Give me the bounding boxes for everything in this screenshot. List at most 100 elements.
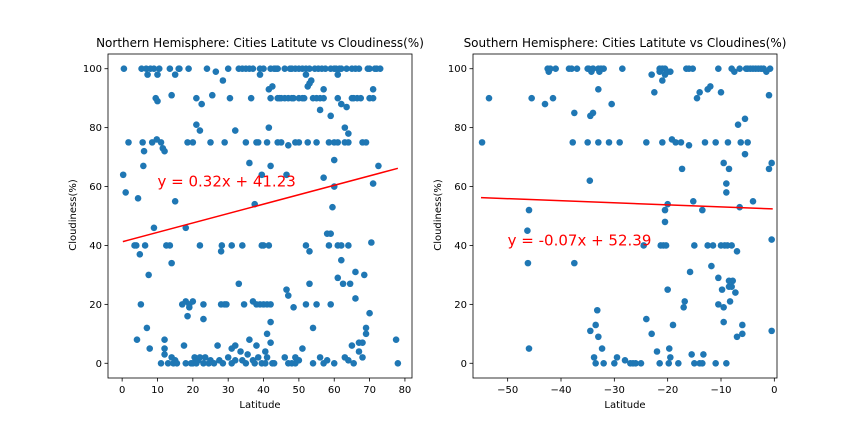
- chart-southern-point: [720, 304, 727, 311]
- chart-southern-point: [732, 289, 739, 296]
- chart-southern-point: [768, 327, 775, 335]
- chart-southern-point: [524, 259, 532, 267]
- chart-southern-point: [768, 159, 775, 167]
- chart-southern-point: [589, 65, 597, 73]
- chart-northern-point: [341, 124, 349, 131]
- chart-northern-point: [295, 139, 303, 146]
- chart-northern-point: [141, 242, 149, 249]
- chart-northern-point: [180, 342, 188, 349]
- chart-northern-point: [200, 301, 207, 308]
- chart-northern-point: [334, 139, 342, 146]
- chart-southern-point: [739, 330, 746, 338]
- chart-northern-y-tick-label: 40: [89, 241, 102, 252]
- chart-southern-title: Southern Hemisphere: Cities Latitute vs …: [464, 36, 787, 50]
- chart-southern-point: [621, 357, 629, 364]
- chart-northern-point: [166, 65, 174, 73]
- chart-northern-point: [323, 357, 331, 364]
- chart-southern-point: [739, 321, 746, 329]
- chart-northern-point: [140, 162, 147, 170]
- chart-northern-point: [352, 295, 359, 302]
- chart-northern-point: [366, 65, 373, 73]
- chart-northern-point: [348, 342, 356, 349]
- chart-southern-point: [718, 286, 726, 293]
- chart-southern-point: [549, 94, 557, 102]
- chart-northern-point: [217, 248, 225, 255]
- chart-southern-x-tick-label: 0: [771, 385, 777, 396]
- chart-southern-point: [659, 77, 666, 84]
- chart-southern-point: [720, 318, 727, 326]
- chart-southern-point: [600, 359, 607, 367]
- chart-northern-point: [231, 357, 239, 364]
- chart-southern-x-tick-label: −20: [657, 385, 678, 396]
- chart-southern-y-tick-label: 20: [454, 300, 467, 311]
- chart-northern-point: [218, 242, 226, 249]
- chart-southern-plot-frame: [472, 53, 778, 379]
- chart-northern-point: [302, 71, 310, 78]
- chart-northern-point: [223, 301, 230, 308]
- chart-northern: Northern Hemisphere: Cities Latitute vs …: [68, 36, 424, 411]
- chart-northern-point: [345, 130, 352, 137]
- chart-southern-point: [733, 333, 741, 341]
- chart-northern-point: [267, 318, 274, 326]
- chart-southern-point: [524, 227, 531, 235]
- chart-southern-plot-area: −50 −40 −30 −20 −10 0 0 20 40 60 80 100 y = -0.07x +…: [448, 53, 778, 396]
- chart-southern-point: [765, 165, 773, 173]
- chart-southern-point: [724, 139, 732, 146]
- chart-northern-point: [307, 77, 315, 84]
- chart-northern-point: [171, 197, 179, 205]
- chart-northern-point: [244, 351, 251, 358]
- chart-northern-point: [369, 94, 377, 102]
- chart-southern-point: [661, 218, 669, 226]
- chart-northern-regression-equation: y = 0.32x + 41.23: [157, 173, 295, 191]
- chart-northern-point: [140, 147, 148, 155]
- chart-northern-point: [394, 359, 402, 367]
- chart-northern-point: [189, 298, 197, 305]
- chart-northern-plot-area: 0 10 20 30 40 50 60 70 80 0 20 40 60 80 100 y = 0.32x +…: [83, 53, 413, 396]
- chart-northern-point: [376, 65, 384, 73]
- chart-northern-point: [246, 159, 253, 167]
- chart-northern-point: [198, 100, 205, 108]
- chart-northern-point: [284, 292, 292, 299]
- chart-southern-point: [595, 139, 602, 146]
- chart-northern-point: [295, 357, 303, 364]
- chart-northern-point: [329, 203, 336, 211]
- chart-northern-point: [221, 139, 228, 146]
- chart-northern-point: [350, 359, 357, 367]
- chart-northern-point: [345, 242, 352, 249]
- chart-northern-point: [208, 91, 216, 99]
- chart-northern-point: [260, 65, 267, 73]
- chart-northern-point: [263, 139, 271, 146]
- chart-southern-xlabel: Latitude: [604, 400, 645, 411]
- chart-northern-point: [355, 348, 363, 355]
- chart-northern-point: [369, 86, 377, 93]
- chart-southern-point: [685, 142, 693, 149]
- chart-northern-point: [352, 268, 359, 276]
- chart-northern-point: [343, 103, 350, 111]
- chart-southern-point: [725, 165, 733, 173]
- chart-southern-point: [600, 65, 607, 73]
- chart-southern-point: [595, 86, 602, 93]
- chart-southern-point: [675, 359, 682, 367]
- chart-northern-point: [265, 124, 273, 131]
- chart-southern-point: [689, 65, 697, 73]
- chart-southern-point: [672, 139, 679, 146]
- chart-southern-point: [665, 345, 673, 352]
- chart-northern-point: [226, 94, 234, 102]
- chart-northern-y-tick-label: 20: [89, 300, 102, 311]
- chart-southern-point: [637, 359, 645, 367]
- chart-northern-point: [168, 259, 175, 267]
- chart-northern-point: [263, 330, 271, 338]
- chart-southern-point: [707, 83, 714, 90]
- chart-northern-point: [260, 242, 267, 249]
- chart-southern-point: [643, 139, 650, 146]
- chart-northern-point: [306, 65, 313, 73]
- chart-southern-point: [608, 100, 615, 108]
- chart-northern-point: [254, 354, 262, 361]
- chart-northern-point: [265, 242, 273, 249]
- chart-southern-point: [651, 88, 658, 96]
- chart-northern-point: [150, 224, 158, 232]
- chart-northern-point: [134, 195, 142, 202]
- chart-southern-point: [691, 242, 698, 249]
- chart-northern-point: [360, 271, 368, 279]
- chart-southern-point: [611, 359, 618, 367]
